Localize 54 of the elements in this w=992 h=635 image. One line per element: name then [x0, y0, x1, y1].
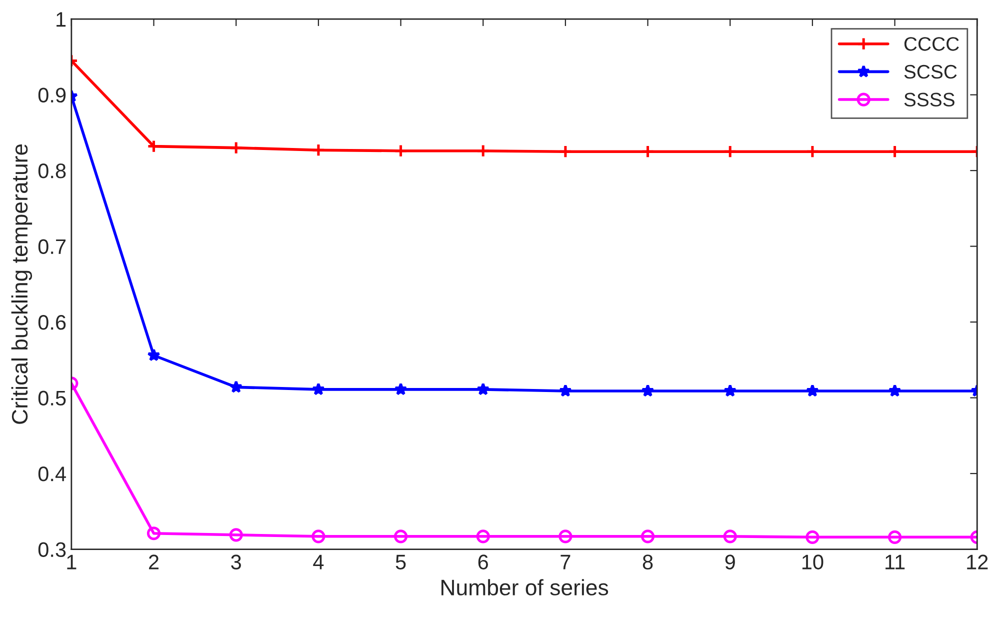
- point: [558, 530, 572, 544]
- x-tick-label: 9: [725, 554, 735, 570]
- point: [558, 384, 572, 397]
- point: [724, 384, 737, 397]
- x-tick-label: 11: [886, 554, 905, 570]
- y-tick-label: 0.8: [38, 164, 66, 178]
- x-tick-label: 4: [313, 554, 324, 570]
- point: [640, 144, 655, 158]
- x-tick-label: 8: [642, 554, 653, 570]
- point: [476, 530, 490, 544]
- point: [723, 530, 737, 544]
- point: [312, 530, 326, 544]
- y-tick-label: 1: [56, 12, 66, 27]
- legend-label: CCCC: [904, 37, 959, 51]
- point: [806, 384, 819, 397]
- legend-label: SSSS: [904, 92, 954, 107]
- point: [806, 144, 820, 158]
- x-tick-label: 2: [149, 554, 159, 570]
- point: [888, 530, 902, 544]
- point: [476, 144, 490, 158]
- x-tick-label: 3: [231, 554, 241, 570]
- y-tick-label: 0.4: [38, 466, 66, 482]
- point: [640, 530, 655, 544]
- point: [394, 530, 408, 544]
- y-tick-label: 0.9: [38, 88, 66, 103]
- point: [147, 348, 160, 362]
- x-tick-label: 12: [967, 554, 988, 570]
- point: [312, 143, 326, 157]
- y-tick-label: 0.7: [38, 239, 66, 254]
- point: [229, 528, 243, 542]
- x-tick-label: 1: [67, 554, 76, 570]
- point: [230, 380, 243, 393]
- point: [888, 144, 902, 158]
- legend-label: SCSC: [904, 64, 957, 79]
- point: [806, 530, 820, 544]
- x-tick-label: 7: [560, 554, 570, 570]
- y-tick-label: 0.5: [38, 390, 66, 406]
- x-tick-label: 5: [396, 554, 406, 570]
- point: [394, 144, 408, 158]
- y-axis-title: Critical buckling temperature: [11, 144, 32, 424]
- point: [312, 382, 325, 396]
- y-tick-label: 0.6: [38, 315, 66, 330]
- y-tick-label: 0.3: [38, 542, 66, 558]
- point: [723, 144, 737, 158]
- x-axis-title: Number of series: [442, 579, 608, 596]
- point: [229, 141, 243, 155]
- point: [558, 144, 572, 158]
- x-tick-label: 6: [478, 554, 488, 570]
- point: [146, 526, 161, 540]
- point: [394, 382, 408, 396]
- point: [476, 382, 490, 396]
- point: [888, 384, 902, 397]
- x-tick-label: 10: [802, 554, 824, 570]
- point: [641, 384, 654, 397]
